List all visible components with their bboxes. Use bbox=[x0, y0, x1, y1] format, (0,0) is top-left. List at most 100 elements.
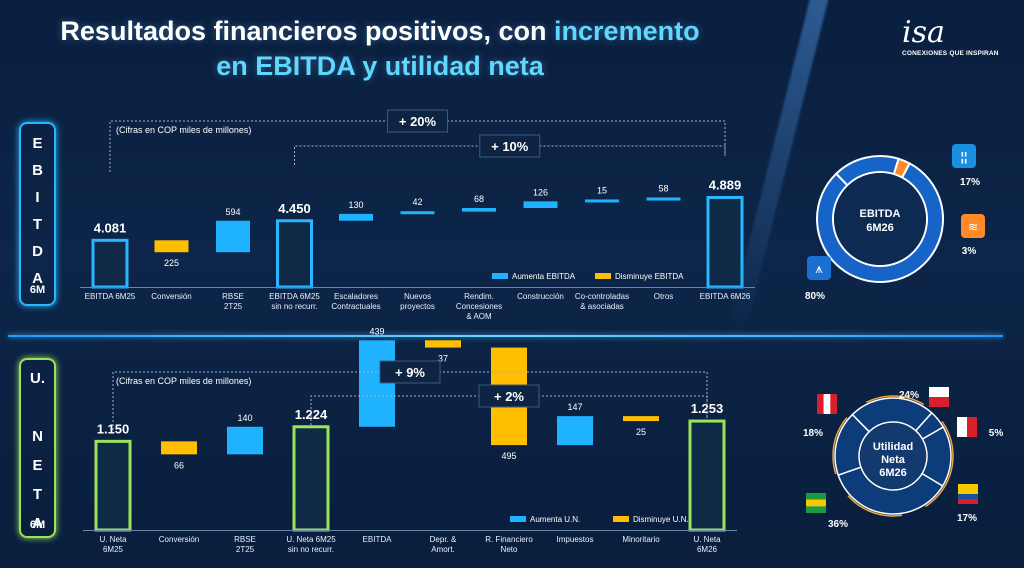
category-label: Amort. bbox=[431, 545, 455, 554]
legend-decrease-swatch bbox=[595, 273, 611, 279]
waterfall-decrease-bar bbox=[161, 441, 197, 455]
growth-badge-label: + 10% bbox=[491, 139, 529, 154]
waterfall-increase-bar bbox=[585, 199, 619, 203]
waterfall-value-label: 15 bbox=[597, 185, 607, 195]
category-label: 6M26 bbox=[697, 545, 718, 554]
peru-flag-icon-stripe bbox=[830, 394, 837, 414]
side-letter: A bbox=[32, 515, 43, 532]
growth-badge-label: + 2% bbox=[494, 389, 524, 404]
waterfall-increase-bar bbox=[557, 416, 593, 446]
legend-decrease-label: Disminuye U.N. bbox=[633, 515, 689, 524]
colombia-flag-icon-stripe bbox=[958, 484, 978, 489]
net-income-period-label: 6M bbox=[29, 519, 46, 531]
category-label: Depr. & bbox=[430, 535, 457, 544]
category-label: proyectos bbox=[400, 302, 435, 311]
donut-center bbox=[834, 173, 926, 265]
title-part-1: Resultados financieros positivos, con bbox=[60, 16, 555, 46]
growth-badge-label: + 9% bbox=[395, 365, 425, 380]
waterfall-value-label: 66 bbox=[174, 460, 184, 470]
chile-flag-icon-stripe bbox=[929, 397, 949, 407]
category-label: 2T25 bbox=[236, 545, 255, 554]
category-label: RBSE bbox=[234, 535, 256, 544]
waterfall-value-label: 42 bbox=[412, 197, 422, 207]
category-label: & asociadas bbox=[580, 302, 624, 311]
donut-center-label: Neta bbox=[881, 454, 906, 466]
side-letter: D bbox=[32, 243, 43, 260]
category-label: Otros bbox=[654, 292, 674, 301]
donut-slice-label: 17% bbox=[960, 177, 980, 188]
units-note: (Cifras en COP miles de millones) bbox=[116, 376, 251, 386]
waterfall-increase-bar bbox=[646, 197, 681, 201]
category-label: EBITDA 6M25 bbox=[269, 292, 320, 301]
growth-bracket bbox=[109, 120, 726, 172]
category-label: U. Neta bbox=[99, 535, 127, 544]
peru-flag-icon-stripe bbox=[823, 394, 831, 414]
category-label: 6M25 bbox=[103, 545, 124, 554]
category-label: EBITDA 6M25 bbox=[85, 292, 136, 301]
category-label: Conversión bbox=[159, 535, 199, 544]
waterfall-value-label: 25 bbox=[636, 427, 646, 437]
category-label: EBITDA 6M26 bbox=[700, 292, 751, 301]
donut-outer-ring bbox=[832, 395, 954, 517]
legend-increase-swatch bbox=[492, 273, 508, 279]
donut-slice-label: 18% bbox=[803, 428, 823, 439]
waterfall-value-label: 37 bbox=[438, 354, 448, 364]
waterfall-total-bar bbox=[276, 219, 313, 289]
category-label: 2T25 bbox=[224, 302, 243, 311]
waterfall-value-label: 140 bbox=[237, 413, 252, 423]
growth-badge bbox=[479, 134, 541, 158]
donut-slice-label: 36% bbox=[828, 519, 848, 530]
growth-badge bbox=[379, 360, 441, 384]
donut-center-label: 6M26 bbox=[879, 467, 907, 479]
legend-increase-label: Aumenta EBITDA bbox=[512, 272, 576, 281]
waterfall-increase-bar bbox=[216, 220, 250, 253]
waterfall-value-label: 147 bbox=[567, 402, 582, 412]
transmission-tower-icon bbox=[807, 256, 831, 280]
waterfall-increase-bar bbox=[400, 211, 435, 215]
waterfall-increase-bar bbox=[523, 201, 558, 209]
donut-center-label: Utilidad bbox=[873, 441, 913, 453]
donut-slice-label: 5% bbox=[989, 428, 1004, 439]
donut-slice-label: 17% bbox=[957, 513, 977, 524]
side-letter: I bbox=[35, 189, 40, 206]
category-label: Escaladores bbox=[334, 292, 378, 301]
brazil-flag-icon-stripe bbox=[806, 506, 826, 513]
category-label: Minoritario bbox=[622, 535, 660, 544]
waterfall-value-label: 126 bbox=[533, 187, 548, 197]
category-label: Construcción bbox=[517, 292, 564, 301]
donut-slice bbox=[837, 466, 944, 515]
waterfall-increase-bar bbox=[227, 426, 263, 455]
legend-decrease-label: Disminuye EBITDA bbox=[615, 272, 684, 281]
peru-flag-icon-stripe bbox=[817, 394, 824, 414]
legend-increase-label: Aumenta U.N. bbox=[530, 515, 580, 524]
waterfall-decrease-bar bbox=[425, 340, 461, 348]
section-divider bbox=[8, 335, 1003, 337]
category-label: U. Neta bbox=[693, 535, 721, 544]
side-letter: N bbox=[32, 428, 43, 445]
category-label: sin no recurr. bbox=[288, 545, 334, 554]
ebitda-period-label: 6M bbox=[29, 284, 46, 296]
category-label: Conversión bbox=[151, 292, 191, 301]
legend-decrease-swatch bbox=[613, 516, 629, 522]
road-icon-glyph: ¦¦ bbox=[961, 150, 968, 164]
waterfall-value-label: 4.081 bbox=[94, 220, 127, 235]
category-label: Rendim. bbox=[464, 292, 494, 301]
waterfall-value-label: 68 bbox=[474, 194, 484, 204]
waterfall-value-label: 4.889 bbox=[709, 177, 742, 192]
wifi-icon-glyph: ≋ bbox=[968, 220, 978, 234]
category-label: sin no recurr. bbox=[271, 302, 317, 311]
legend-increase-swatch bbox=[510, 516, 526, 522]
category-label: EBITDA bbox=[363, 535, 393, 544]
road-icon bbox=[952, 144, 976, 168]
category-label: Neto bbox=[501, 545, 518, 554]
side-letter: T bbox=[32, 216, 43, 233]
panama-flag-icon-stripe bbox=[967, 417, 977, 437]
logo-brand: isa bbox=[902, 15, 945, 50]
growth-bracket bbox=[112, 371, 708, 430]
logo-tagline: CONEXIONES QUE INSPIRAN bbox=[902, 50, 999, 57]
growth-badge bbox=[387, 109, 448, 133]
side-letter: B bbox=[32, 162, 43, 179]
category-label: Nuevos bbox=[404, 292, 431, 301]
